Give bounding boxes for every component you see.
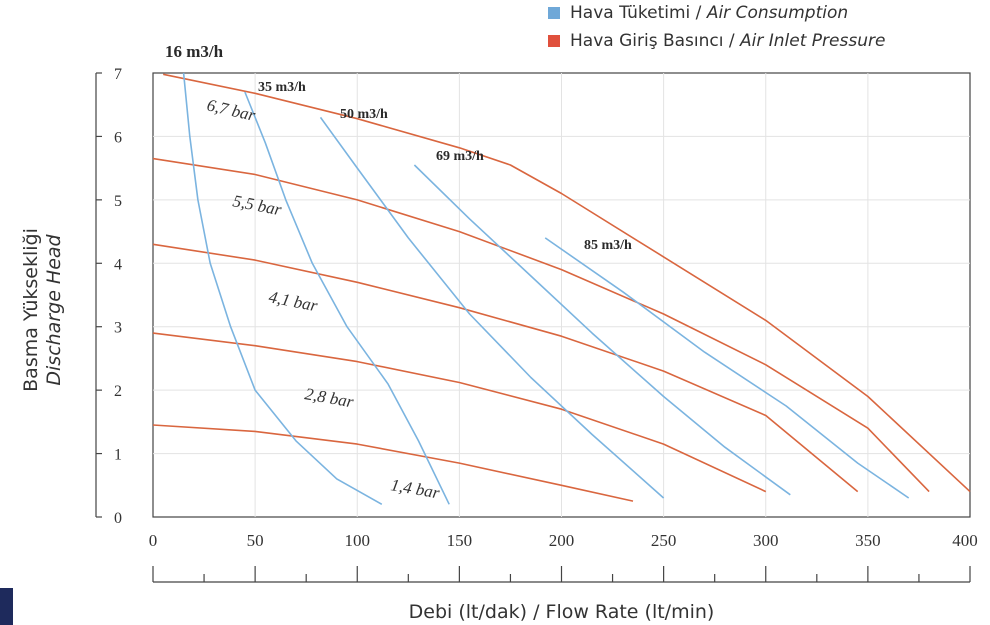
y-tick-label: 2 (114, 383, 122, 400)
y-tick-label: 6 (114, 129, 122, 146)
air-consumption-curve-853 (544, 237, 910, 499)
corner-accent-block (0, 588, 13, 625)
curve-label: 50 m3/h (340, 107, 388, 122)
legend-swatch-air-consumption (548, 7, 560, 19)
y-tick-label: 7 (114, 66, 122, 83)
y-axis-title-en: Discharge Head (43, 233, 65, 385)
x-tick-label: 350 (855, 531, 881, 550)
x-tick-label: 400 (952, 531, 978, 550)
air-consumption-curve-353 (244, 91, 450, 505)
curve-label: 6,7 bar (205, 95, 258, 125)
legend-label-en: Air Inlet Pressure (739, 31, 885, 51)
curve-label: 16 m3/h (165, 42, 224, 61)
curve-label: 4,1 bar (267, 287, 319, 315)
legend-swatch-air-inlet-pressure (548, 35, 560, 47)
legend-label-en: Air Consumption (706, 3, 848, 23)
x-tick-label: 250 (651, 531, 677, 550)
curve-label: 1,4 bar (389, 475, 441, 502)
legend-label-tr: Hava Tüketimi / (570, 3, 707, 23)
curve-label: 2,8 bar (303, 384, 355, 411)
legend-label-tr: Hava Giriş Basıncı / (570, 31, 740, 51)
y-tick-label: 4 (114, 256, 122, 273)
air-consumption-curve-693 (413, 164, 791, 496)
y-tick-label: 0 (114, 510, 122, 527)
x-tick-label: 200 (549, 531, 575, 550)
x-tick-label: 50 (247, 531, 264, 550)
legend-label-air-inlet-pressure: Hava Giriş Basıncı / Air Inlet Pressure (570, 31, 885, 51)
y-tick-label: 1 (114, 447, 122, 464)
y-tick-label: 5 (114, 193, 122, 210)
pressure-curve-41 (152, 243, 859, 493)
curve-label: 85 m3/h (584, 238, 632, 253)
pressure-curve-67 (163, 73, 971, 493)
legend-label-air-consumption: Hava Tüketimi / Air Consumption (570, 3, 848, 23)
x-tick-label: 300 (753, 531, 779, 550)
pressure-curve-28 (152, 332, 767, 493)
pressure-curve-55 (152, 157, 930, 493)
pressure-curve-14 (152, 424, 634, 502)
y-tick-label: 3 (114, 320, 122, 337)
x-tick-label: 100 (345, 531, 371, 550)
air-consumption-curve-163 (182, 72, 383, 505)
curve-label: 35 m3/h (258, 80, 306, 95)
x-axis-title: Debi (lt/dak) / Flow Rate (lt/min) (409, 601, 715, 623)
curve-label: 69 m3/h (436, 149, 484, 164)
x-tick-label: 0 (149, 531, 158, 550)
curve-label: 5,5 bar (231, 191, 283, 219)
air-consumption-curve-503 (319, 116, 665, 499)
y-axis-title-tr: Basma Yüksekliği (20, 228, 42, 392)
x-tick-label: 150 (447, 531, 473, 550)
